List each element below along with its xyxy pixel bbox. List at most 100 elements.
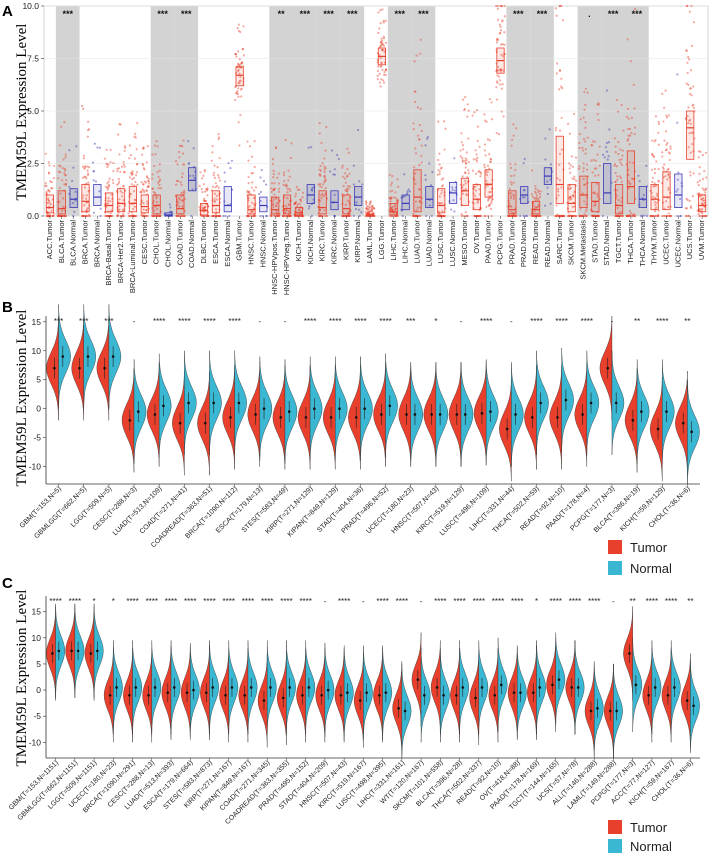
tumor-violin — [649, 376, 663, 482]
data-point — [583, 90, 586, 94]
data-point — [159, 187, 163, 190]
data-point — [277, 214, 280, 218]
data-point — [394, 214, 397, 218]
x-tick-label: HNSC-HPVpos.Tumor — [270, 220, 279, 295]
box — [294, 207, 304, 216]
x-tick-label: STAD.Tumor — [590, 219, 599, 262]
data-point — [649, 214, 652, 218]
tumor-violin — [322, 364, 336, 470]
data-point — [620, 211, 623, 214]
median-point — [115, 686, 118, 689]
data-point — [153, 214, 156, 218]
data-point — [63, 169, 67, 172]
data-point — [436, 173, 439, 176]
data-point — [590, 214, 593, 218]
data-point — [282, 214, 285, 218]
data-point — [679, 214, 682, 218]
data-point — [370, 208, 373, 211]
data-point — [318, 214, 321, 218]
data-point — [81, 104, 84, 108]
data-point — [478, 214, 482, 218]
data-point — [366, 208, 369, 211]
median-point — [423, 693, 426, 697]
data-point — [512, 134, 515, 137]
data-point — [510, 183, 513, 186]
data-point — [544, 158, 547, 161]
data-point — [618, 158, 621, 162]
data-point — [146, 185, 150, 188]
data-point — [499, 79, 502, 82]
data-point — [488, 203, 492, 206]
data-point — [686, 4, 689, 8]
data-point — [238, 81, 241, 85]
tumor-violin — [103, 647, 114, 743]
significance-label: **** — [165, 597, 177, 606]
data-point — [393, 214, 396, 218]
data-point — [595, 214, 598, 218]
data-point — [320, 141, 323, 144]
data-point — [562, 214, 565, 218]
data-point — [271, 200, 274, 203]
x-tick-label: BRCA.Tumor — [81, 219, 90, 264]
data-point — [132, 177, 136, 180]
data-point — [389, 200, 392, 203]
data-point — [653, 171, 656, 175]
data-point — [147, 177, 150, 180]
data-point — [153, 214, 156, 218]
data-point — [692, 172, 695, 175]
data-point — [288, 175, 291, 178]
data-point — [467, 172, 470, 175]
median-point — [172, 686, 176, 689]
data-point — [606, 158, 609, 161]
significance-label: **** — [354, 317, 366, 326]
data-point — [218, 214, 222, 218]
data-point — [574, 156, 578, 159]
data-point — [444, 214, 447, 218]
data-point — [289, 189, 292, 192]
data-point — [684, 207, 687, 210]
data-point — [430, 214, 433, 218]
data-point — [134, 198, 137, 202]
data-point — [275, 214, 278, 218]
box — [259, 196, 268, 213]
data-point — [593, 214, 596, 218]
data-point — [619, 148, 622, 151]
x-tick-label: BRCA-Basal.Tumor — [104, 220, 113, 286]
data-point — [378, 81, 382, 84]
data-point — [254, 214, 257, 218]
significance-label: *** — [513, 9, 524, 19]
legend-tumor-label: Tumor — [630, 540, 668, 555]
data-point — [388, 173, 392, 176]
data-point — [154, 153, 157, 156]
data-point — [605, 141, 609, 144]
x-tick-label: THCA.Normal — [638, 220, 647, 267]
data-point — [510, 194, 513, 197]
data-point — [141, 162, 144, 165]
data-point — [117, 182, 120, 185]
data-point — [48, 164, 51, 167]
data-point — [217, 186, 220, 189]
data-point — [614, 214, 618, 218]
data-point — [134, 132, 137, 135]
data-point — [123, 149, 126, 153]
data-point — [440, 192, 443, 195]
median-point — [461, 686, 465, 689]
data-point — [473, 214, 476, 218]
data-point — [59, 165, 62, 168]
data-point — [394, 207, 398, 210]
data-point — [346, 214, 349, 218]
data-point — [477, 170, 480, 173]
x-tick-label: GBM.Tumor — [235, 220, 244, 261]
data-point — [146, 200, 149, 203]
median-point — [304, 416, 308, 419]
data-point — [499, 70, 502, 73]
data-point — [80, 214, 84, 218]
data-point — [501, 19, 504, 22]
data-point — [655, 184, 658, 187]
box — [484, 169, 493, 198]
data-point — [536, 188, 539, 192]
data-point — [596, 214, 599, 218]
data-point — [704, 214, 707, 218]
data-point — [615, 214, 618, 218]
data-point — [560, 4, 563, 8]
